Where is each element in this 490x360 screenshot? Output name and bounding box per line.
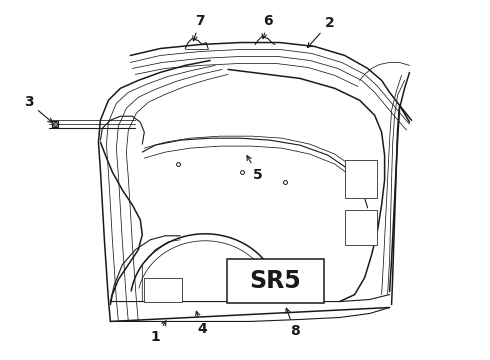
FancyBboxPatch shape — [227, 259, 324, 302]
Text: 3: 3 — [24, 95, 52, 123]
Text: 8: 8 — [286, 308, 300, 338]
Text: 7: 7 — [193, 14, 205, 41]
Text: 5: 5 — [247, 156, 263, 182]
Polygon shape — [144, 278, 182, 302]
Text: 4: 4 — [196, 311, 207, 337]
Text: 2: 2 — [308, 15, 335, 48]
Text: 1: 1 — [150, 321, 166, 345]
Text: 6: 6 — [262, 14, 273, 39]
Bar — [345, 210, 377, 245]
Bar — [345, 160, 377, 198]
Text: SR5: SR5 — [249, 269, 301, 293]
